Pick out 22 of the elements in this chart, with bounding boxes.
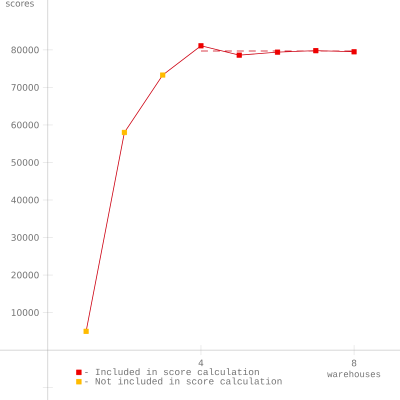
- point: [236, 52, 242, 58]
- y-tick-label: 10000: [12, 309, 39, 316]
- point: [274, 50, 280, 55]
- y-tick-label: 30000: [11, 234, 39, 241]
- point: [122, 130, 127, 136]
- y-tick-label: 40000: [11, 196, 39, 204]
- y-tick-label: 60000: [11, 122, 39, 128]
- point: [160, 72, 166, 78]
- y-tick-label: 70000: [12, 84, 39, 91]
- x-axis-title: warehouses: [327, 370, 380, 378]
- point: [198, 43, 204, 48]
- point: [84, 328, 89, 334]
- x-tick-label: 8: [352, 360, 356, 366]
- y-tick-label: 80000: [11, 46, 39, 54]
- y-tick-label: 50000: [11, 159, 39, 166]
- legend-label: - Not included in score calculation: [85, 378, 282, 385]
- point: [351, 49, 357, 54]
- point: [313, 48, 318, 54]
- y-axis-title: scores: [6, 2, 34, 7]
- x-tick-label: 4: [198, 360, 204, 366]
- y-tick-label: 20000: [11, 272, 39, 278]
- legend-label: - Included in score calculation: [85, 368, 259, 376]
